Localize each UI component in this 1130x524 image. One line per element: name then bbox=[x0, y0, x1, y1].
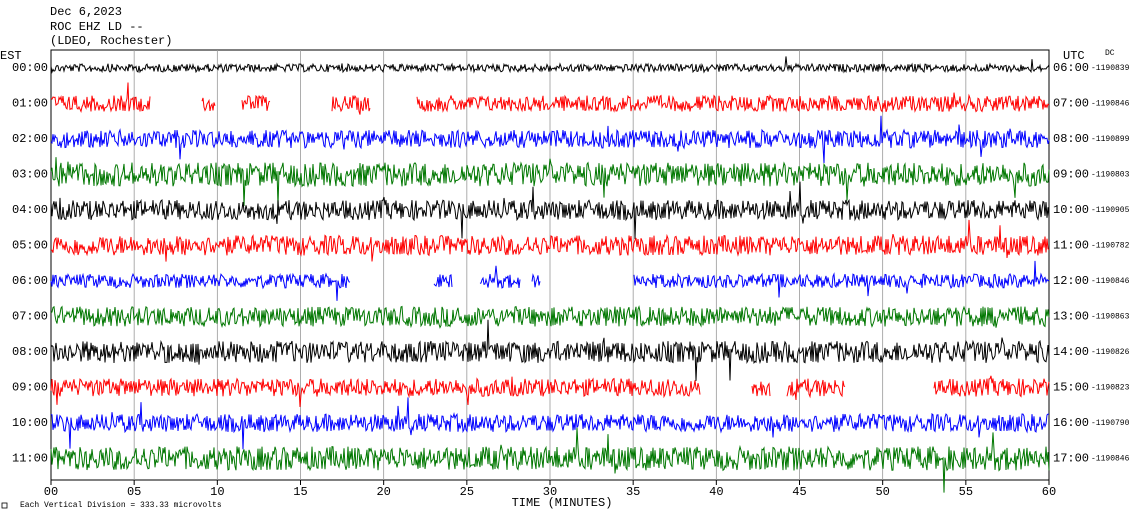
offset-label: -1190790 bbox=[1091, 419, 1130, 428]
est-label: 10:00 bbox=[12, 416, 48, 430]
trace bbox=[50, 427, 1050, 493]
utc-label: 14:00 bbox=[1053, 345, 1089, 359]
utc-label: 13:00 bbox=[1053, 310, 1089, 324]
offset-label: -1190782 bbox=[1091, 242, 1130, 251]
station: ROC EHZ LD -- bbox=[50, 20, 144, 34]
utc-label: 17:00 bbox=[1053, 452, 1089, 466]
icon bbox=[1, 502, 8, 509]
offset-label: -1190839 bbox=[1091, 64, 1130, 73]
offset-label: -1190846 bbox=[1091, 277, 1130, 286]
x-tick-label: 30 bbox=[543, 485, 557, 499]
x-tick-label: 55 bbox=[959, 485, 973, 499]
est-label: 04:00 bbox=[12, 203, 48, 217]
x-tick-label: 15 bbox=[293, 485, 307, 499]
x-label: TIME (MINUTES) bbox=[512, 496, 613, 510]
offset-label: -1190905 bbox=[1091, 206, 1130, 215]
offset-label: -1190846 bbox=[1091, 100, 1130, 109]
trace bbox=[50, 305, 1050, 329]
utc-label: 08:00 bbox=[1053, 132, 1089, 146]
trace bbox=[50, 82, 1050, 115]
trace bbox=[50, 219, 1050, 262]
trace bbox=[50, 397, 1049, 450]
utc-label: 11:00 bbox=[1053, 239, 1089, 253]
utc-label: 10:00 bbox=[1053, 203, 1089, 217]
utc-label: 09:00 bbox=[1053, 168, 1089, 182]
utc-label: 06:00 bbox=[1053, 61, 1089, 75]
offset-label: -1190846 bbox=[1091, 455, 1130, 464]
est-label: 07:00 bbox=[12, 310, 48, 324]
offset-label: -1190863 bbox=[1091, 313, 1130, 322]
x-tick-label: 20 bbox=[376, 485, 390, 499]
trace bbox=[50, 319, 1050, 381]
trace bbox=[50, 375, 1050, 408]
offset-label: -1190823 bbox=[1091, 384, 1130, 393]
dc-label: DC bbox=[1105, 49, 1115, 58]
est-label: 08:00 bbox=[12, 345, 48, 359]
trace bbox=[50, 56, 1050, 74]
offset-label: -1190803 bbox=[1091, 171, 1130, 180]
est-label: 06:00 bbox=[12, 274, 48, 288]
est-label: 03:00 bbox=[12, 168, 48, 182]
x-tick-label: 35 bbox=[626, 485, 640, 499]
utc-label: 12:00 bbox=[1053, 274, 1089, 288]
trace bbox=[50, 157, 1050, 207]
right-zone: UTC bbox=[1063, 49, 1085, 63]
est-label: 09:00 bbox=[12, 381, 48, 395]
x-tick-label: 40 bbox=[709, 485, 723, 499]
est-label: 00:00 bbox=[12, 61, 48, 75]
est-label: 02:00 bbox=[12, 132, 48, 146]
utc-label: 16:00 bbox=[1053, 416, 1089, 430]
x-tick-label: 10 bbox=[210, 485, 224, 499]
x-tick-label: 50 bbox=[875, 485, 889, 499]
x-tick-label: 60 bbox=[1042, 485, 1056, 499]
date: Dec 6,2023 bbox=[50, 5, 122, 19]
network: (LDEO, Rochester) bbox=[50, 34, 172, 48]
x-tick-label: 25 bbox=[460, 485, 474, 499]
x-tick-label: 00 bbox=[44, 485, 58, 499]
utc-label: 15:00 bbox=[1053, 381, 1089, 395]
est-label: 05:00 bbox=[12, 239, 48, 253]
trace bbox=[50, 181, 1050, 240]
trace bbox=[50, 115, 1050, 164]
footnote: Each Vertical Division = 333.33 microvol… bbox=[20, 501, 222, 510]
x-tick-label: 45 bbox=[792, 485, 806, 499]
offset-label: -1190899 bbox=[1091, 135, 1130, 144]
trace bbox=[50, 260, 1050, 301]
x-tick-label: 05 bbox=[127, 485, 141, 499]
utc-label: 07:00 bbox=[1053, 97, 1089, 111]
est-label: 01:00 bbox=[12, 97, 48, 111]
left-zone: EST bbox=[0, 49, 22, 63]
est-label: 11:00 bbox=[12, 452, 48, 466]
offset-label: -1190826 bbox=[1091, 348, 1130, 357]
